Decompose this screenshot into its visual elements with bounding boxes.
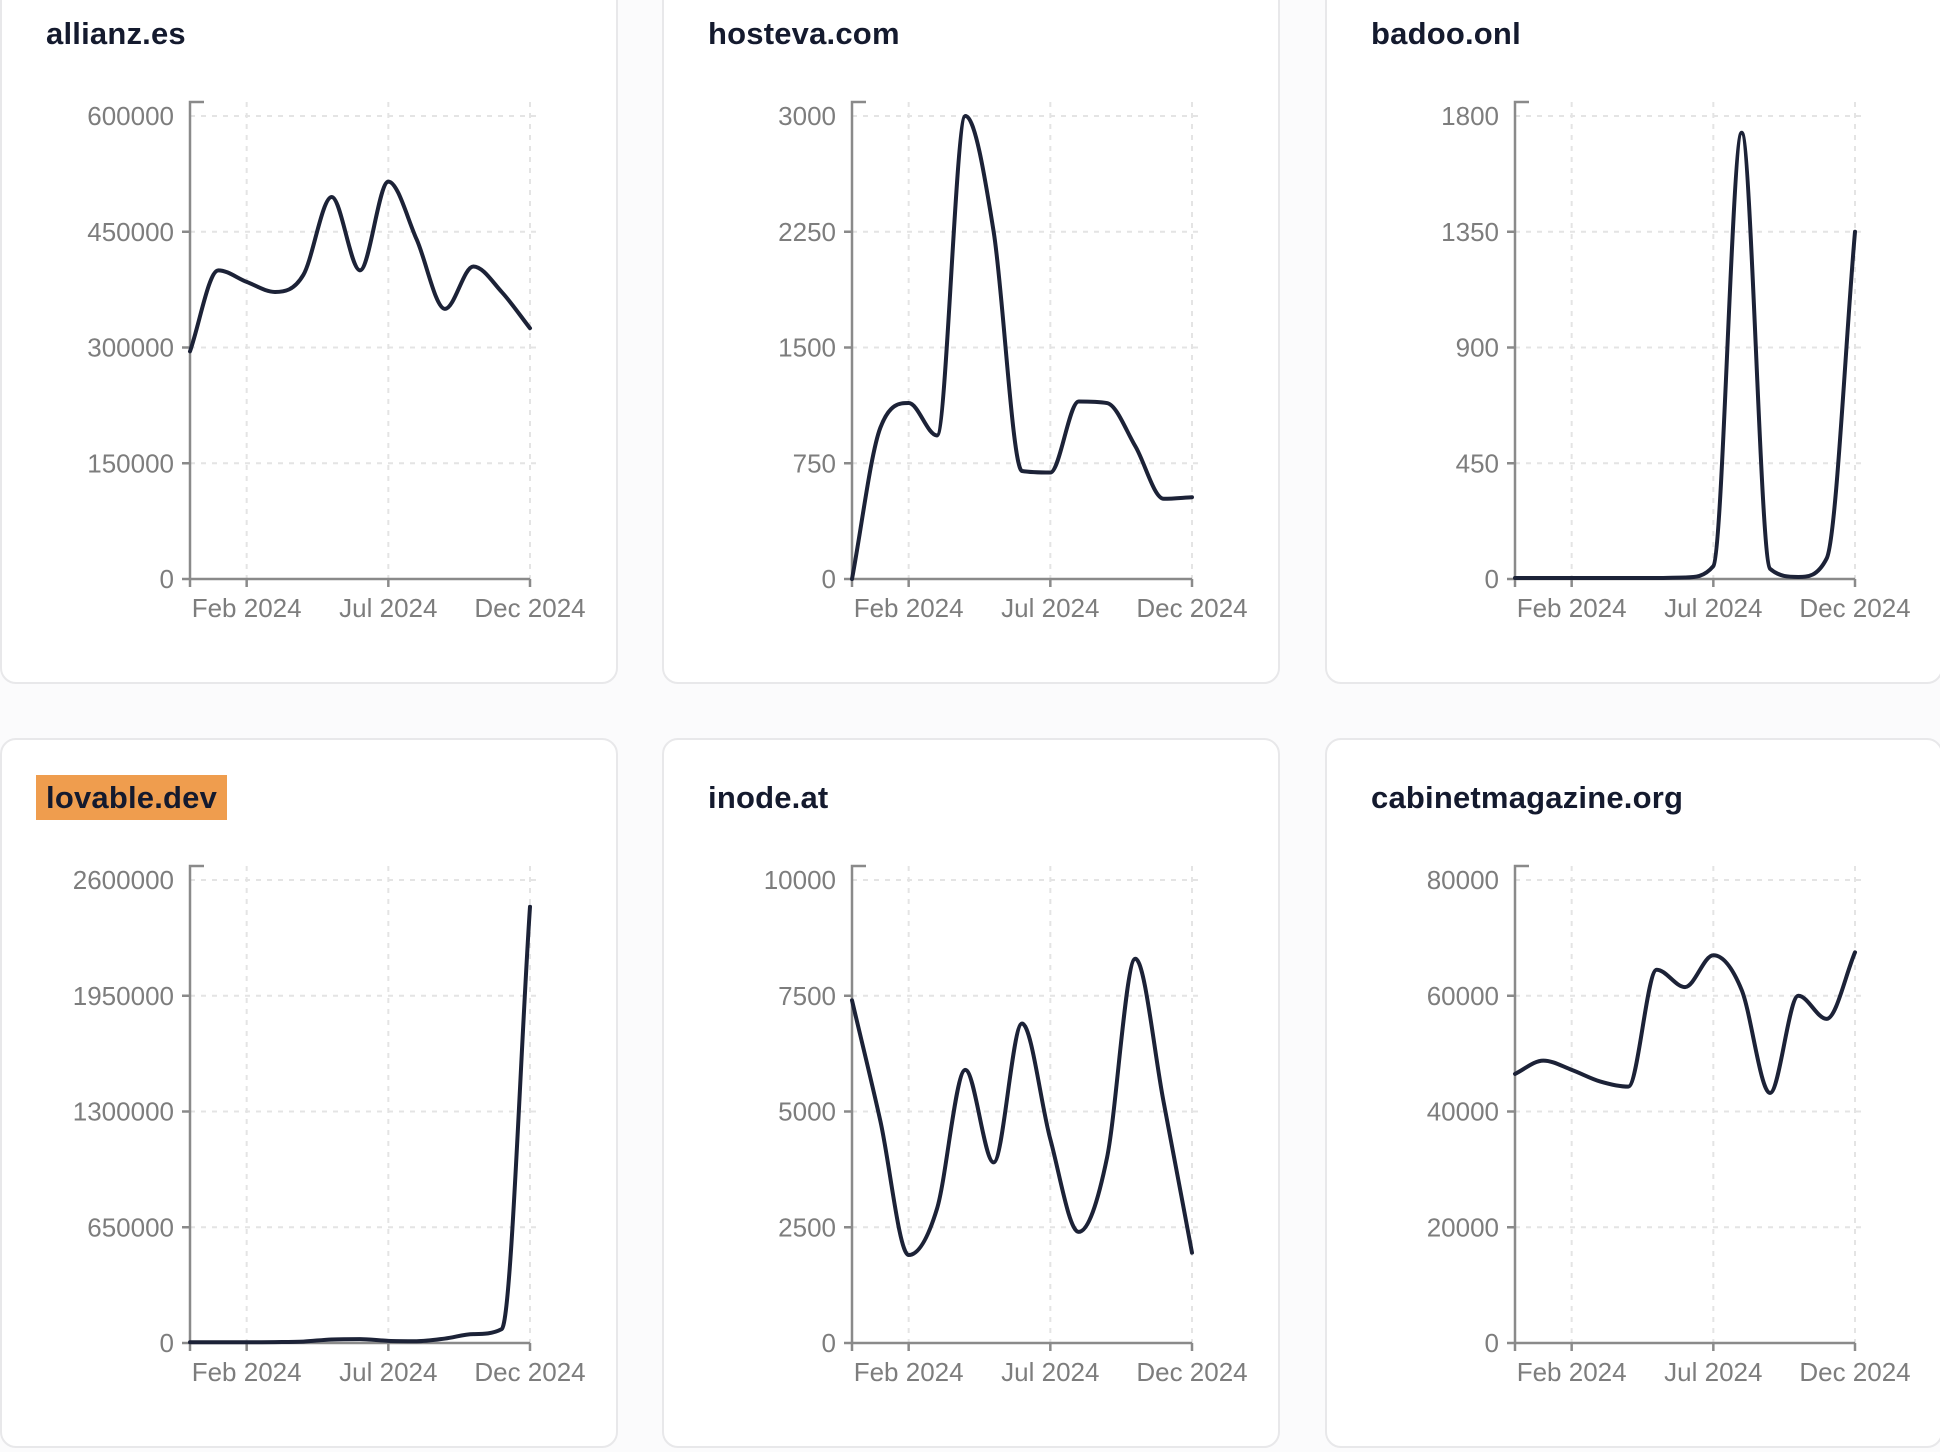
- chart-title-text: badoo.onl: [1371, 16, 1521, 51]
- y-tick-label: 1800: [1441, 101, 1499, 131]
- line-chart: 0 750 1500 2250 3000 Feb 2024 Jul 2024 Dec 2024: [778, 100, 1248, 623]
- y-tick-label: 650000: [87, 1212, 174, 1242]
- chart-card-inode: inode.at 0 2500 5000 7500 10000 Feb 2024 Jul 2…: [662, 738, 1280, 1448]
- line-chart: 0 450 900 1350 1800 Feb 2024 Jul 2024 Dec 2024: [1441, 100, 1911, 623]
- y-tick-label: 450000: [87, 217, 174, 247]
- x-tick-label: Dec 2024: [1136, 593, 1247, 623]
- y-tick-label: 20000: [1427, 1212, 1499, 1242]
- chart-card-allianz: allianz.es 0 150000 300000 450000 600000 Feb …: [0, 0, 618, 684]
- y-tick-label: 600000: [87, 101, 174, 131]
- x-tick-label: Jul 2024: [339, 1357, 437, 1387]
- chart-card-cabinetmagazine: cabinetmagazine.org 0 20000 40000 60000 8000…: [1325, 738, 1940, 1448]
- x-tick-label: Jul 2024: [1664, 593, 1762, 623]
- chart-title-highlighted[interactable]: lovable.dev: [36, 775, 228, 820]
- x-tick-label: Dec 2024: [1799, 1357, 1910, 1387]
- data-line: [188, 179, 532, 354]
- y-tick-label: 0: [160, 1328, 174, 1358]
- chart-card-badoo: badoo.onl 0 450 900 1350 1800 Feb 2024 Jul 202…: [1325, 0, 1940, 684]
- y-axis: [188, 864, 204, 1351]
- chart-card-lovable: lovable.dev 0 650000 1300000 1950000 2600000…: [0, 738, 618, 1448]
- x-tick-label: Dec 2024: [474, 593, 585, 623]
- y-tick-label: 5000: [778, 1097, 836, 1127]
- y-tick-label: 2250: [778, 217, 836, 247]
- y-tick-label: 1500: [778, 333, 836, 363]
- x-tick-label: Feb 2024: [192, 593, 302, 623]
- y-tick-label: 0: [822, 1328, 836, 1358]
- y-tick-label: 0: [160, 564, 174, 594]
- chart-title-text: hosteva.com: [708, 16, 900, 51]
- y-tick-label: 10000: [764, 865, 836, 895]
- x-tick-label: Jul 2024: [1001, 1357, 1099, 1387]
- line-chart: 0 2500 5000 7500 10000 Feb 2024 Jul 2024 Dec 20…: [764, 864, 1248, 1387]
- y-tick-label: 80000: [1427, 865, 1499, 895]
- y-tick-label: 1950000: [73, 981, 174, 1011]
- y-tick-label: 900: [1456, 333, 1499, 363]
- data-line: [1513, 950, 1857, 1095]
- data-line: [850, 114, 1194, 581]
- y-axis: [850, 864, 866, 1351]
- chart-title[interactable]: badoo.onl: [1371, 16, 1521, 52]
- chart-title[interactable]: cabinetmagazine.org: [1371, 780, 1683, 816]
- y-tick-label: 7500: [778, 981, 836, 1011]
- data-line: [188, 904, 532, 1345]
- line-chart: 0 20000 40000 60000 80000 Feb 2024 Jul 2024 Dec…: [1427, 864, 1911, 1387]
- y-axis: [1513, 100, 1529, 587]
- x-tick-label: Dec 2024: [474, 1357, 585, 1387]
- chart-title-text: cabinetmagazine.org: [1371, 780, 1684, 815]
- x-tick-label: Jul 2024: [1001, 593, 1099, 623]
- x-tick-label: Feb 2024: [1517, 593, 1627, 623]
- y-tick-label: 0: [822, 564, 836, 594]
- y-tick-label: 2600000: [73, 865, 174, 895]
- line-chart: 0 150000 300000 450000 600000 Feb 2024 Jul 202…: [87, 100, 586, 623]
- x-tick-label: Dec 2024: [1799, 593, 1910, 623]
- x-tick-label: Feb 2024: [192, 1357, 302, 1387]
- y-tick-label: 1350: [1441, 217, 1499, 247]
- x-tick-label: Dec 2024: [1136, 1357, 1247, 1387]
- y-tick-label: 150000: [87, 448, 174, 478]
- y-tick-label: 0: [1485, 564, 1499, 594]
- y-axis: [850, 100, 866, 587]
- chart-title-text: lovable.dev: [36, 775, 228, 820]
- y-tick-label: 2500: [778, 1212, 836, 1242]
- x-tick-label: Feb 2024: [854, 1357, 964, 1387]
- y-tick-label: 0: [1485, 1328, 1499, 1358]
- y-tick-label: 300000: [87, 333, 174, 363]
- y-tick-label: 450: [1456, 448, 1499, 478]
- y-tick-label: 750: [793, 448, 836, 478]
- chart-title-text: allianz.es: [46, 16, 186, 51]
- y-tick-label: 3000: [778, 101, 836, 131]
- data-line: [850, 956, 1194, 1258]
- y-tick-label: 60000: [1427, 981, 1499, 1011]
- x-tick-label: Jul 2024: [1664, 1357, 1762, 1387]
- y-axis: [1513, 864, 1529, 1351]
- x-tick-label: Feb 2024: [854, 593, 964, 623]
- chart-title[interactable]: allianz.es: [46, 16, 186, 52]
- data-line: [1513, 130, 1857, 580]
- chart-title[interactable]: inode.at: [708, 780, 828, 816]
- x-tick-label: Feb 2024: [1517, 1357, 1627, 1387]
- chart-title-text: inode.at: [708, 780, 829, 815]
- x-tick-label: Jul 2024: [339, 593, 437, 623]
- y-tick-label: 40000: [1427, 1097, 1499, 1127]
- line-chart: 0 650000 1300000 1950000 2600000 Feb 2024 Jul …: [73, 864, 586, 1387]
- y-tick-label: 1300000: [73, 1097, 174, 1127]
- chart-title[interactable]: hosteva.com: [708, 16, 900, 52]
- chart-card-hosteva: hosteva.com 0 750 1500 2250 3000 Feb 2024 Jul …: [662, 0, 1280, 684]
- y-axis: [188, 100, 204, 587]
